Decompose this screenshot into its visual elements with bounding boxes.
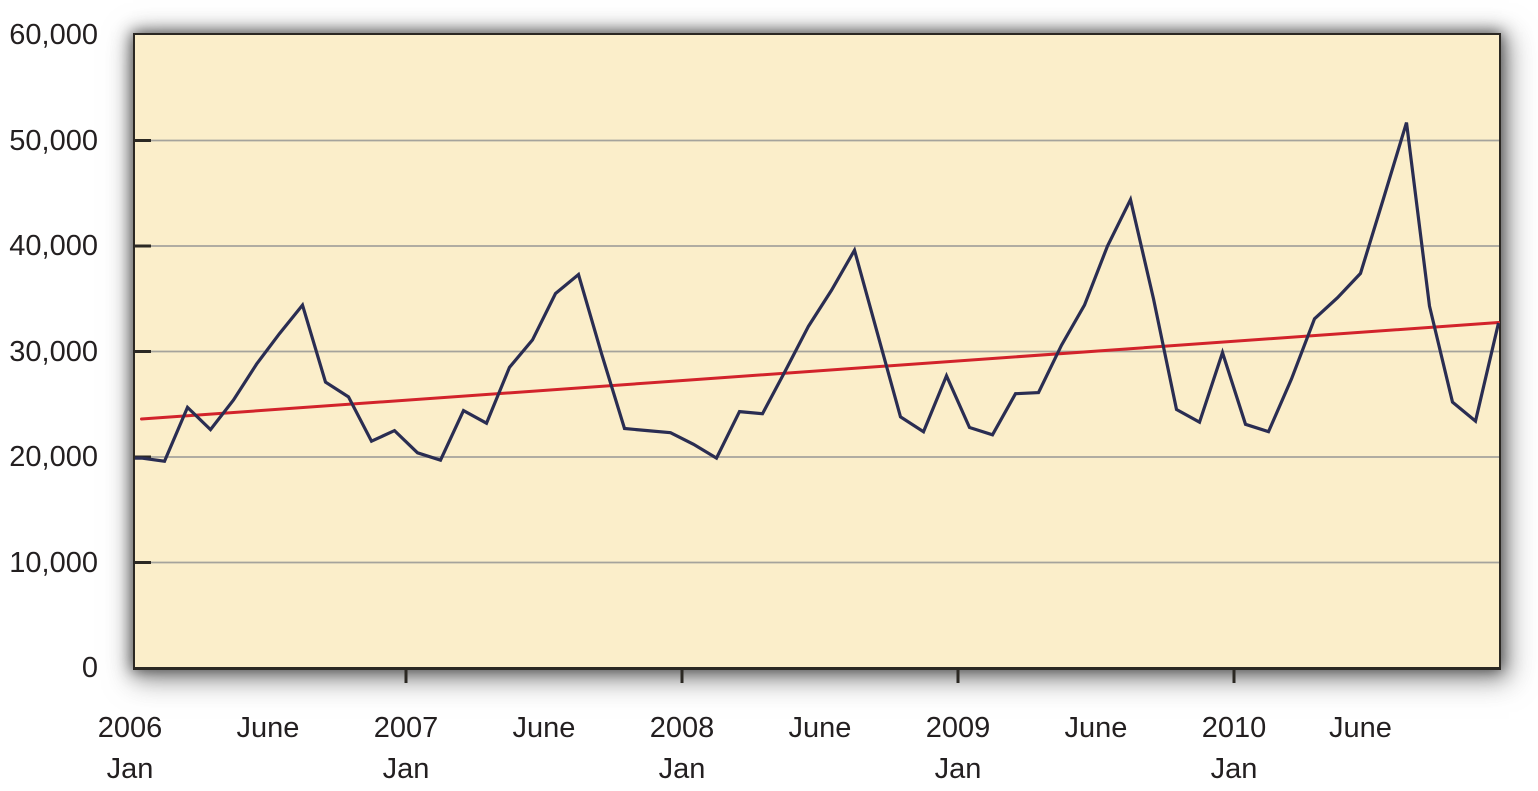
x-axis-label-line: June [1064, 712, 1128, 744]
x-axis-june-label: June [1026, 708, 1166, 749]
x-axis-label-line: Jan [934, 753, 982, 785]
x-axis-label-line: Jan [382, 753, 430, 785]
x-axis-label-line: 2008 [649, 712, 715, 744]
x-axis-year-label: 2007 Jan [336, 708, 476, 790]
x-axis-label-line: June [788, 712, 852, 744]
x-axis-label-line: June [1329, 712, 1392, 744]
x-axis-year-label: 2009 Jan [888, 708, 1028, 790]
x-axis-june-label: June [474, 708, 614, 749]
x-axis-label-line: 2009 [925, 712, 991, 744]
x-axis-label-line: June [512, 712, 576, 744]
x-axis-label-line: 2007 [373, 712, 439, 744]
trend-line [140, 320, 1500, 421]
x-axis-label-line: 2010 [1201, 712, 1267, 744]
x-axis-year-label: 2006 Jan [60, 708, 200, 790]
x-axis-june-label: June [198, 708, 338, 749]
x-axis-year-label: 2010 Jan [1164, 708, 1304, 790]
y-axis-tick-label: 60,000 [9, 19, 98, 51]
data-series-line [135, 122, 1501, 463]
x-axis-label-line: Jan [106, 753, 154, 785]
y-axis-tick-label: 0 [81, 652, 98, 684]
y-axis-tick-label: 40,000 [9, 230, 98, 262]
x-axis-year-label: 2008 Jan [612, 708, 752, 790]
x-axis-june-label: June [1291, 708, 1431, 749]
x-axis-label-line: Jan [1210, 753, 1258, 785]
y-axis-tick-label: 30,000 [9, 335, 98, 368]
x-axis-label-line: Jan [658, 753, 706, 785]
y-axis-tick-label: 50,000 [9, 124, 98, 157]
x-axis-june-label: June [750, 708, 890, 749]
x-axis-label-line: 2006 [97, 712, 163, 744]
y-axis-tick-label: 20,000 [9, 441, 98, 473]
x-axis-label-line: June [236, 712, 300, 744]
y-axis-tick-label: 10,000 [9, 546, 98, 579]
